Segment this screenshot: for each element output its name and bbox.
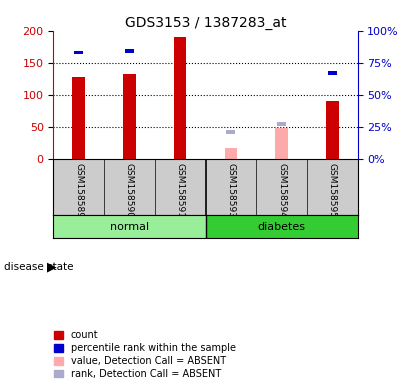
Legend: count, percentile rank within the sample, value, Detection Call = ABSENT, rank, : count, percentile rank within the sample… — [54, 330, 236, 379]
Bar — [176, 25, 185, 29]
Bar — [275, 128, 288, 159]
Bar — [224, 148, 237, 159]
Bar — [206, 215, 358, 238]
Text: GSM158593: GSM158593 — [226, 163, 236, 218]
Text: GSM158591: GSM158591 — [175, 163, 185, 218]
Bar — [277, 122, 286, 126]
Text: disease state: disease state — [4, 262, 74, 272]
Bar — [72, 78, 85, 159]
Bar — [125, 49, 134, 53]
Text: normal: normal — [110, 222, 149, 232]
Bar — [328, 71, 337, 75]
Text: GSM158590: GSM158590 — [125, 163, 134, 218]
Bar — [174, 37, 187, 159]
Text: GSM158594: GSM158594 — [277, 163, 286, 218]
Bar — [123, 74, 136, 159]
Title: GDS3153 / 1387283_at: GDS3153 / 1387283_at — [125, 16, 286, 30]
Bar — [226, 130, 235, 134]
Bar — [326, 101, 339, 159]
Text: GSM158595: GSM158595 — [328, 163, 337, 218]
Text: diabetes: diabetes — [258, 222, 305, 232]
Text: GSM158589: GSM158589 — [74, 163, 83, 218]
Bar — [74, 51, 83, 55]
Text: ▶: ▶ — [47, 260, 57, 273]
Bar — [53, 215, 206, 238]
